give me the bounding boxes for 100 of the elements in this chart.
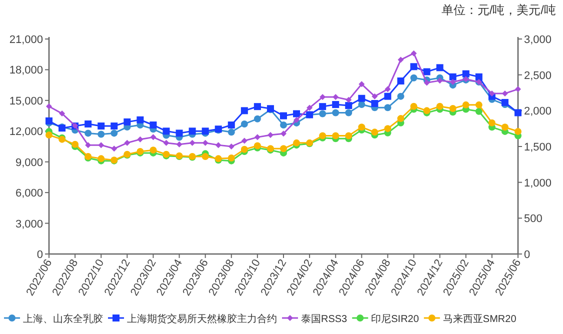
- point: [306, 104, 313, 111]
- point: [280, 130, 286, 137]
- point: [137, 136, 144, 142]
- point: [202, 140, 208, 146]
- point: [98, 142, 104, 148]
- point: [84, 130, 92, 137]
- point: [150, 122, 157, 128]
- point: [136, 116, 144, 124]
- point: [410, 102, 418, 110]
- point: [280, 112, 287, 120]
- legend-label: 上海、山东全乳胶: [23, 313, 103, 325]
- point: [72, 140, 79, 148]
- point: [372, 93, 378, 100]
- point: [189, 140, 196, 146]
- point: [319, 110, 326, 118]
- point: [124, 140, 130, 146]
- point: [240, 146, 248, 153]
- point: [98, 122, 105, 130]
- point: [188, 128, 196, 135]
- point: [514, 128, 522, 135]
- point: [294, 116, 300, 123]
- point: [254, 103, 261, 110]
- point: [162, 128, 170, 135]
- point: [384, 104, 392, 112]
- point: [46, 132, 52, 139]
- point: [267, 132, 274, 138]
- text: 单位：元/吨，美元/吨: [441, 3, 556, 17]
- point: [384, 125, 392, 132]
- point: [59, 110, 66, 117]
- point: [345, 132, 352, 140]
- y-tick-label: 3,000: [15, 218, 43, 230]
- point: [410, 63, 418, 70]
- y-tick-label: 18,000: [9, 64, 43, 77]
- point: [501, 98, 508, 106]
- y2-tick-label: 0: [524, 249, 530, 261]
- point: [488, 119, 496, 126]
- point: [176, 130, 183, 137]
- point: [319, 103, 326, 110]
- point: [436, 102, 444, 110]
- point: [449, 73, 456, 80]
- point: [358, 94, 366, 102]
- point: [371, 128, 378, 136]
- point: [397, 92, 404, 100]
- point: [436, 78, 443, 84]
- y-tick-label: 15,000: [9, 95, 43, 108]
- point: [84, 120, 92, 128]
- point: [358, 81, 365, 88]
- point: [475, 101, 482, 108]
- point: [241, 138, 248, 144]
- point: [254, 115, 261, 122]
- point: [150, 146, 157, 154]
- legend-label: 泰国RSS3: [301, 314, 348, 325]
- point: [423, 68, 430, 76]
- legend-label: 上海期货交易所天然橡胶主力合约: [127, 313, 277, 325]
- y-tick-label: 12,000: [9, 126, 43, 138]
- point: [280, 122, 287, 128]
- point: [358, 101, 366, 108]
- point: [488, 90, 495, 96]
- point: [450, 79, 456, 85]
- point: [462, 70, 470, 78]
- y2-tick-label: 1,000: [524, 177, 552, 190]
- point: [110, 122, 118, 130]
- point: [293, 139, 300, 146]
- y2-tick-label: 3,000: [524, 34, 552, 46]
- point: [228, 144, 234, 150]
- point: [228, 122, 235, 128]
- point: [110, 130, 118, 137]
- y-tick-label: 0: [36, 249, 43, 261]
- legend-label: 马来西亚SMR20: [442, 313, 517, 325]
- point: [345, 109, 352, 116]
- point: [410, 50, 417, 56]
- point: [280, 145, 287, 152]
- point: [124, 118, 131, 126]
- point: [332, 94, 339, 100]
- point: [332, 109, 340, 116]
- point: [410, 74, 418, 82]
- y-tick-label: 9,000: [15, 156, 43, 169]
- y2-tick-label: 500: [524, 213, 542, 226]
- point: [397, 77, 404, 84]
- point: [462, 101, 470, 108]
- point: [346, 96, 352, 103]
- point: [384, 86, 391, 92]
- point: [111, 146, 118, 152]
- point: [240, 120, 248, 128]
- point: [475, 73, 482, 80]
- point: [398, 56, 404, 63]
- point: [501, 124, 508, 131]
- point: [163, 140, 170, 146]
- point: [384, 92, 392, 100]
- y2-tick-label: 1,500: [524, 142, 552, 154]
- point: [176, 141, 182, 148]
- point: [449, 105, 456, 112]
- point: [228, 128, 235, 136]
- y2-tick-label: 2,000: [524, 106, 552, 118]
- point: [424, 80, 430, 86]
- point: [371, 100, 378, 107]
- point: [345, 102, 352, 110]
- point: [332, 101, 340, 108]
- point: [228, 154, 235, 162]
- point: [46, 103, 52, 110]
